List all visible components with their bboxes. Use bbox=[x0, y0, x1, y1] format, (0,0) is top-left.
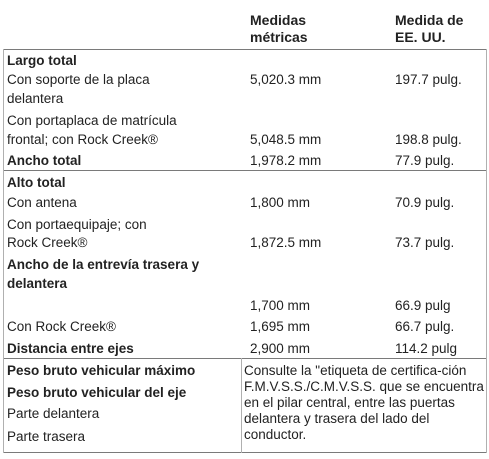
metric-value: 5,048.5 mm bbox=[250, 132, 322, 147]
header-us-line-1: Medida de bbox=[395, 12, 464, 28]
row-label: Ancho de la entrevía trasera y bbox=[7, 257, 200, 272]
header-metric: Medidas métricas bbox=[250, 12, 308, 46]
row-label: Con Rock Creek® bbox=[7, 319, 116, 334]
us-value: 77.9 pulg. bbox=[395, 153, 455, 168]
row-label: Peso bruto vehicular del eje bbox=[7, 385, 187, 400]
divider bbox=[3, 452, 487, 453]
row-label: Peso bruto vehicular máximo bbox=[7, 363, 196, 378]
us-value: 197.7 pulg. bbox=[395, 72, 462, 87]
divider bbox=[3, 358, 487, 359]
metric-value: 1,800 mm bbox=[250, 195, 311, 210]
metric-value: 1,695 mm bbox=[250, 319, 311, 334]
header-metric-line-2: métricas bbox=[250, 29, 308, 45]
row-label: Parte trasera bbox=[7, 429, 86, 444]
row-label: Ancho total bbox=[7, 153, 82, 168]
us-value: 114.2 pulg bbox=[395, 341, 458, 356]
row-label: Con soporte de la placa bbox=[7, 72, 150, 87]
metric-value: 5,020.3 mm bbox=[250, 72, 322, 87]
header-metric-line-1: Medidas bbox=[250, 12, 307, 28]
metric-value: 2,900 mm bbox=[250, 341, 311, 356]
divider bbox=[241, 358, 242, 453]
us-value: 70.9 pulg. bbox=[395, 195, 455, 210]
row-label: Rock Creek® bbox=[7, 235, 88, 250]
us-value: 66.9 pulg bbox=[395, 298, 451, 313]
row-label: Distancia entre ejes bbox=[7, 341, 134, 356]
row-label: Alto total bbox=[7, 175, 66, 190]
header-us-line-2: EE. UU. bbox=[395, 29, 446, 45]
divider bbox=[3, 49, 487, 50]
row-label: delantera bbox=[7, 91, 64, 106]
us-value: 66.7 pulg. bbox=[395, 319, 455, 334]
metric-value: 1,978.2 mm bbox=[250, 153, 322, 168]
divider bbox=[3, 49, 4, 453]
divider bbox=[3, 170, 487, 171]
row-label: Parte delantera bbox=[7, 406, 100, 421]
certification-note: Consulte la "etiqueta de certifica-ción … bbox=[244, 363, 484, 442]
metric-value: 1,872.5 mm bbox=[250, 235, 322, 250]
row-label: Largo total bbox=[7, 53, 77, 68]
row-label: Con portaequipaje; con bbox=[7, 217, 147, 232]
header-us: Medida de EE. UU. bbox=[395, 12, 463, 46]
row-label: Con antena bbox=[7, 195, 77, 210]
us-value: 73.7 pulg. bbox=[395, 235, 455, 250]
row-label: frontal; con Rock Creek® bbox=[7, 132, 159, 147]
us-value: 198.8 pulg. bbox=[395, 132, 462, 147]
row-label: Con portaplaca de matrícula bbox=[7, 113, 177, 128]
divider bbox=[486, 49, 487, 453]
metric-value: 1,700 mm bbox=[250, 298, 311, 313]
row-label: delantera bbox=[7, 276, 68, 291]
